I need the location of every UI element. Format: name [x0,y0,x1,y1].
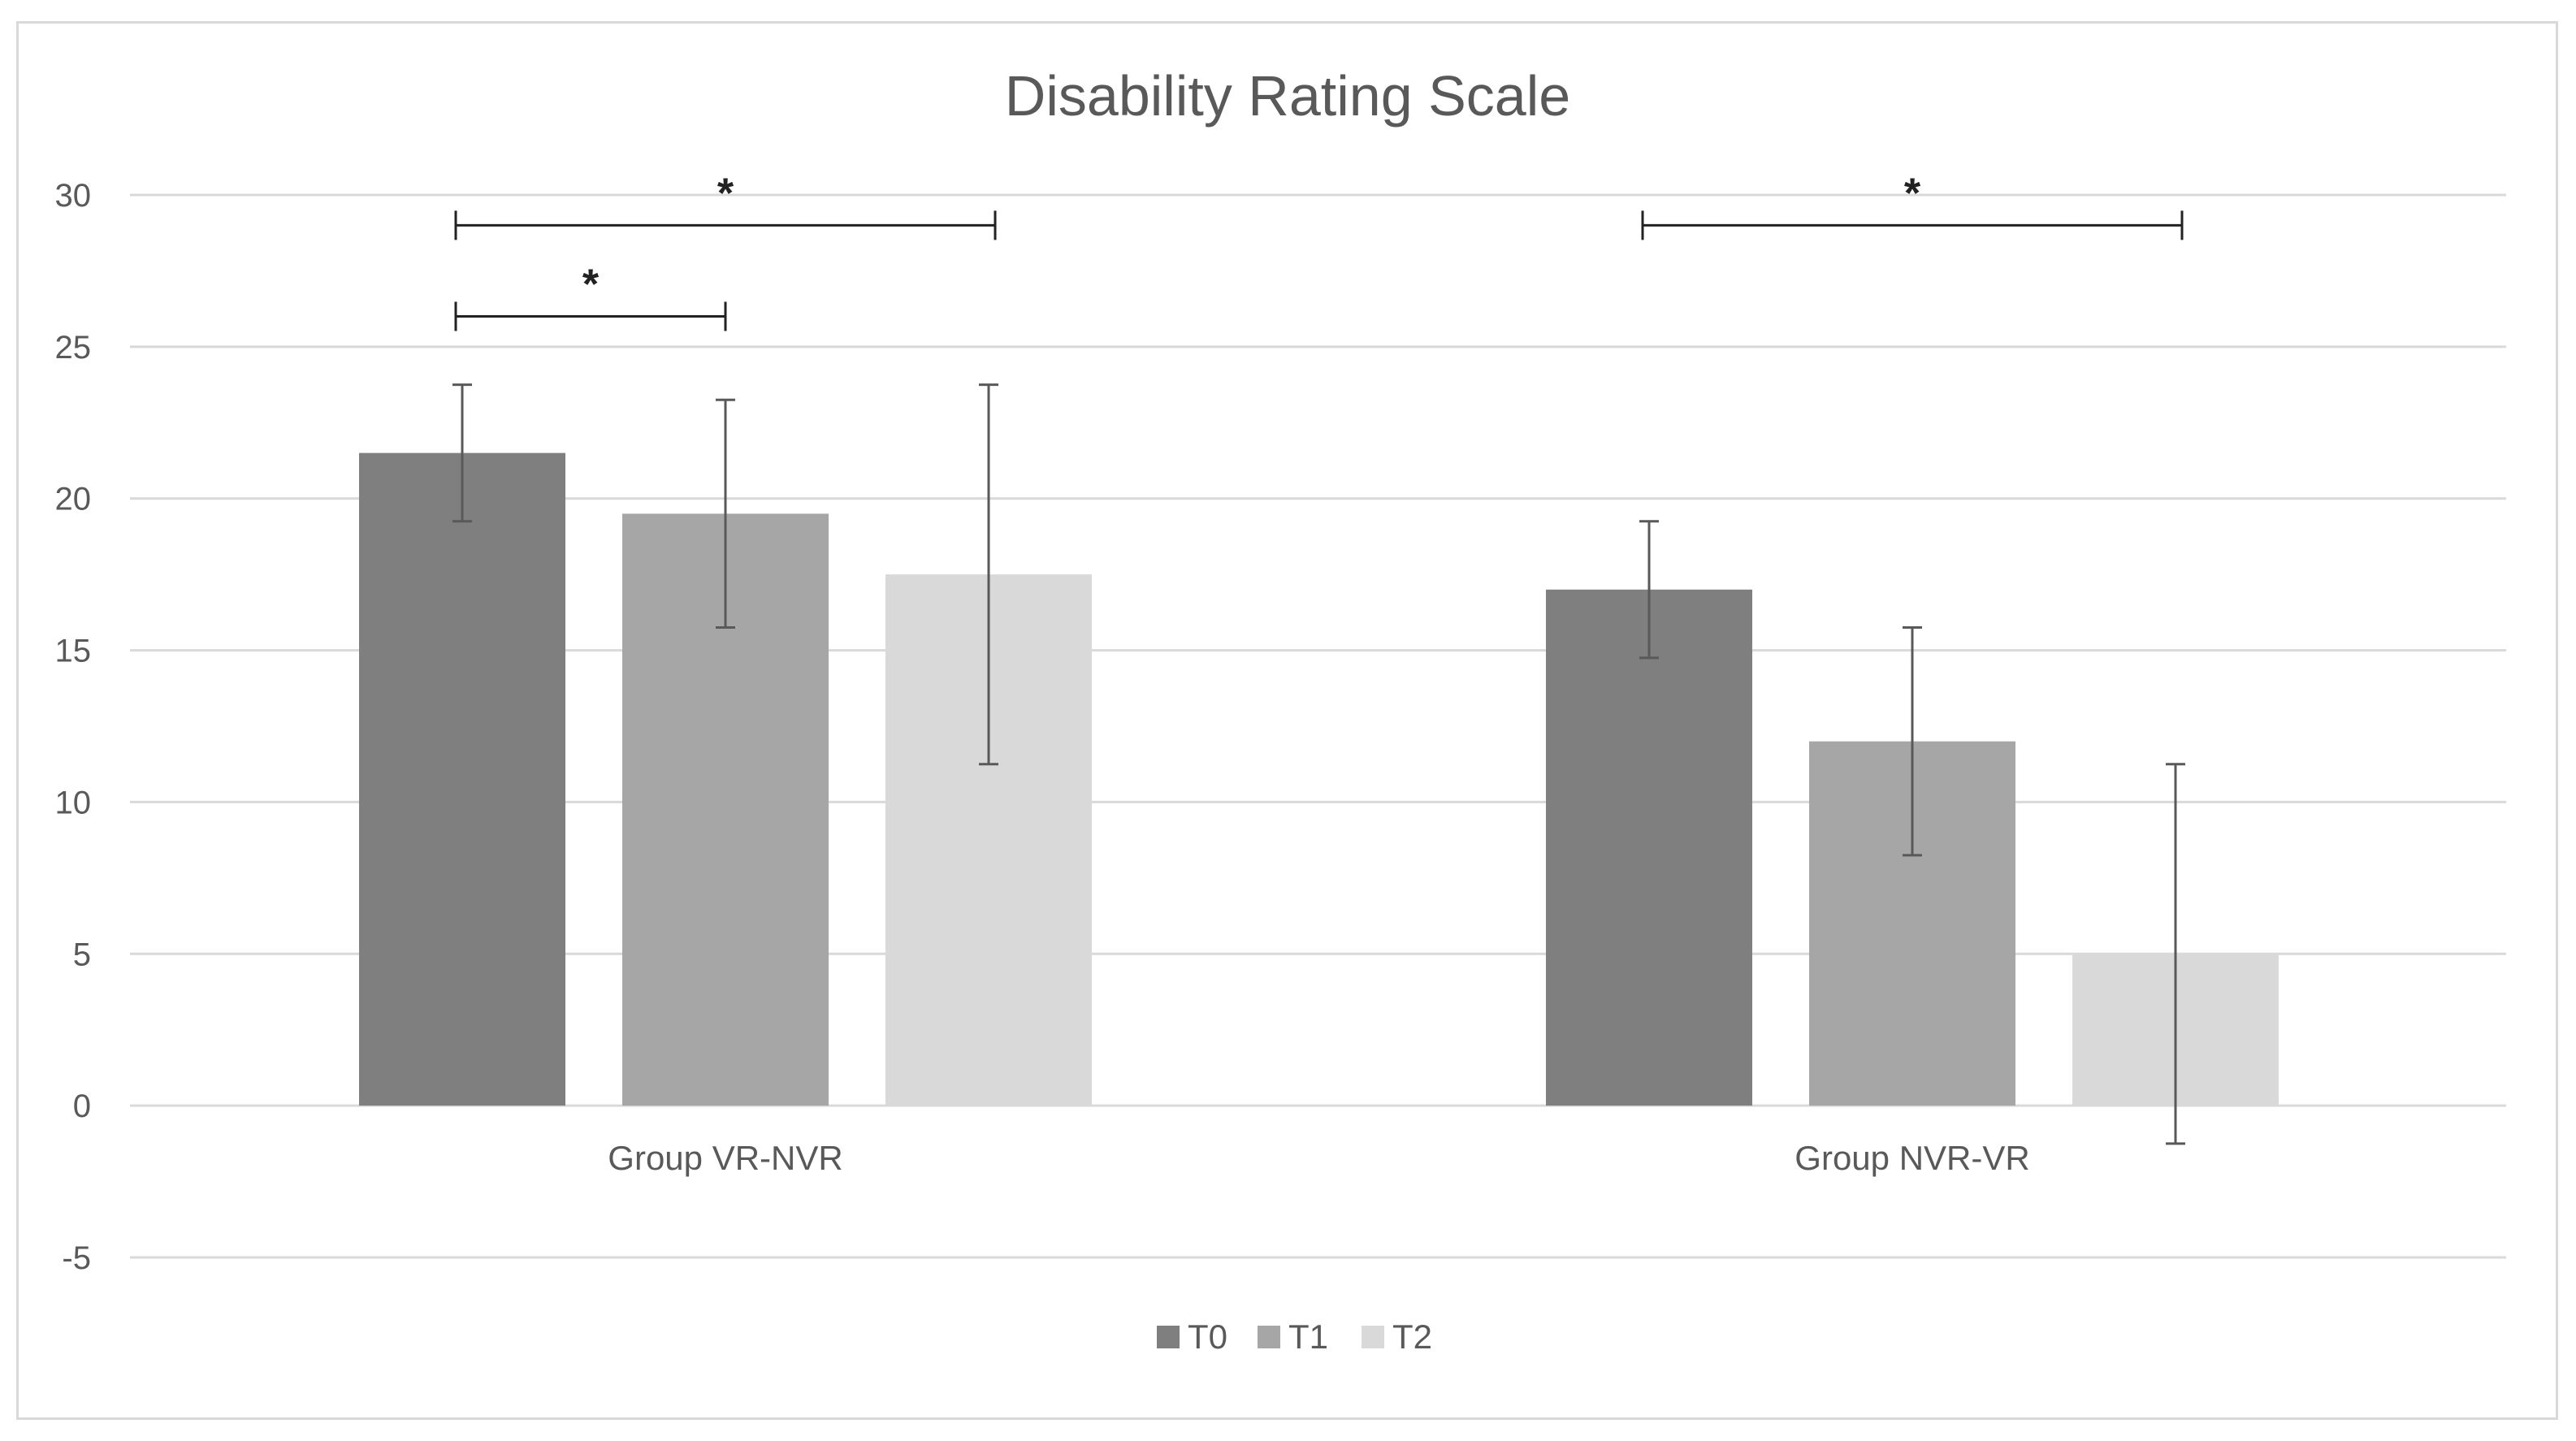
legend: T0 T1 T2 [1157,1318,1432,1356]
y-tick-label: -5 [62,1240,91,1276]
y-tick-label: 10 [55,785,92,820]
error-bars [452,383,2185,1145]
significance-star: * [1904,170,1921,217]
category-labels: Group VR-NVR Group NVR-VR [608,1139,2029,1177]
y-tick-label: 5 [73,937,91,972]
y-tick-label: 20 [55,482,92,517]
bar [1546,589,1752,1106]
legend-swatch [1362,1326,1384,1348]
legend-label: T1 [1288,1318,1328,1356]
bar [359,452,565,1106]
y-tick-label: 30 [55,178,92,214]
significance-star: * [717,170,734,217]
y-tick-label: 0 [73,1088,91,1124]
bars [359,452,2279,1106]
chart-title: Disability Rating Scale [1005,64,1570,128]
category-label: Group VR-NVR [608,1139,842,1177]
legend-label: T2 [1392,1318,1432,1356]
y-tick-label: 25 [55,330,92,366]
significance-star: * [582,261,600,308]
y-tick-label: 15 [55,634,92,669]
legend-label: T0 [1188,1318,1227,1356]
legend-swatch [1258,1326,1280,1348]
legend-swatch [1157,1326,1180,1348]
significance-brackets: * * * [454,170,2184,331]
category-label: Group NVR-VR [1795,1139,2029,1177]
y-axis-ticks: 30 25 20 15 10 5 0 -5 [55,178,92,1276]
